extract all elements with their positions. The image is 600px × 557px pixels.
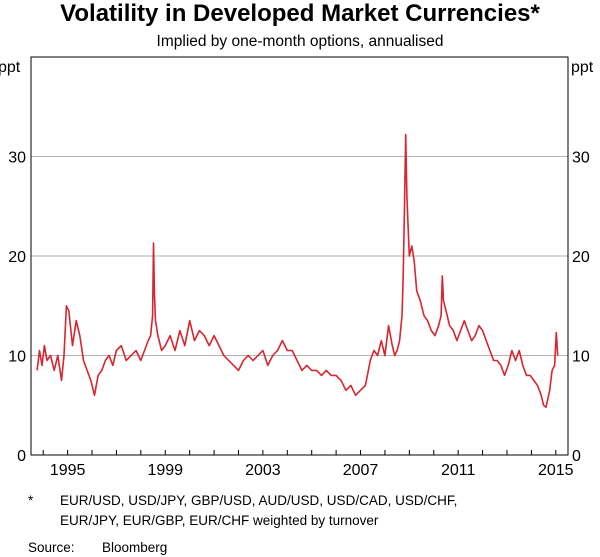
y-tick-label-right-10: 10 bbox=[572, 349, 590, 366]
gridlines bbox=[31, 156, 568, 356]
y-tick-label-right-30: 30 bbox=[572, 150, 590, 167]
source-label: Source: bbox=[28, 540, 75, 555]
x-tick-label-2015: 2015 bbox=[538, 462, 574, 479]
x-tick-label-2011: 2011 bbox=[441, 462, 476, 479]
y-tick-label-left-10: 10 bbox=[8, 349, 26, 366]
source-value: Bloomberg bbox=[102, 540, 167, 555]
x-tick-labels: 1995 1999 2003 2007 2011 2015 bbox=[50, 462, 574, 479]
x-tick-label-2007: 2007 bbox=[343, 462, 379, 479]
chart-subtitle: Implied by one-month options, annualised bbox=[157, 33, 444, 50]
footnote-marker: * bbox=[28, 493, 34, 508]
y-tick-label-right-20: 20 bbox=[572, 249, 590, 266]
y-tick-label-left-0: 0 bbox=[17, 448, 26, 465]
y-tick-label-left-30: 30 bbox=[8, 150, 26, 167]
y-axis-unit-left: ppt bbox=[0, 59, 21, 76]
y-tick-label-right-0: 0 bbox=[572, 448, 581, 465]
x-ticks bbox=[42, 450, 557, 455]
x-tick-label-1995: 1995 bbox=[50, 462, 86, 479]
y-axis-unit-right: ppt bbox=[571, 59, 594, 76]
x-tick-label-2003: 2003 bbox=[245, 462, 281, 479]
footnote-line-1: EUR/USD, USD/JPY, GBP/USD, AUD/USD, USD/… bbox=[60, 493, 457, 508]
plot-frame bbox=[30, 56, 569, 456]
footnote-line-2: EUR/JPY, EUR/GBP, EUR/CHF weighted by tu… bbox=[60, 513, 379, 528]
series-line-0 bbox=[36, 133, 559, 409]
series-layer bbox=[36, 133, 559, 409]
y-tick-labels: 0 0 10 10 20 20 30 30 bbox=[8, 150, 590, 466]
y-tick-label-left-20: 20 bbox=[8, 249, 26, 266]
x-tick-label-1999: 1999 bbox=[147, 462, 183, 479]
chart-title: Volatility in Developed Market Currencie… bbox=[60, 0, 540, 27]
